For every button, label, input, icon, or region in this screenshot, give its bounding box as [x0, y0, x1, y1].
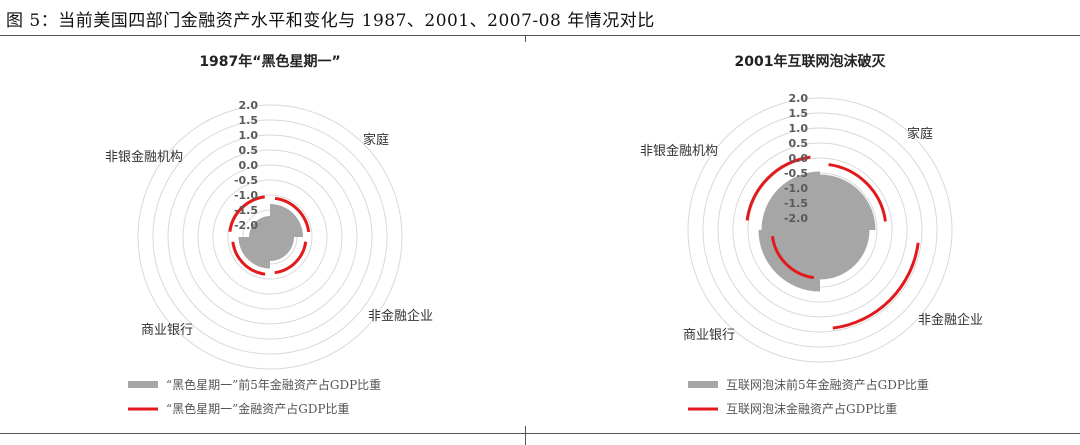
- radial-tick-label: -2.0: [784, 212, 808, 225]
- grid-ring: [212, 179, 328, 295]
- radial-tick-label: 1.0: [239, 129, 259, 142]
- radial-tick-label: 0.0: [239, 159, 259, 172]
- radar-chart-2001: 2001年互联网泡沫破灭 2.0 1.5 1.0 0.5 0.0 -0.5 -1.0 -1.5 -…: [640, 53, 983, 416]
- grid-ring: [182, 149, 358, 325]
- legend-label: “黑色星期一”前5年金融资产占GDP比重: [166, 377, 381, 392]
- radial-tick-label: -1.0: [234, 189, 258, 202]
- grid-ring: [197, 164, 343, 310]
- grid-ring: [167, 134, 373, 340]
- series-line-arc: [745, 155, 811, 221]
- series-area-sector: [270, 204, 303, 237]
- series-area-sector: [758, 230, 820, 292]
- series-line-arc: [274, 241, 308, 275]
- category-label: 非银金融机构: [640, 143, 718, 159]
- radial-tick-label: -0.5: [234, 174, 258, 187]
- radial-tick-label: 1.0: [789, 122, 809, 135]
- legend-label: 互联网泡沫前5年金融资产占GDP比重: [726, 377, 929, 392]
- series-area-sector: [270, 237, 294, 261]
- top-rule: [0, 35, 1080, 36]
- legend-swatch: [128, 381, 158, 388]
- radial-tick-label: -1.0: [784, 182, 808, 195]
- series-line-arc: [274, 196, 311, 233]
- series-area-sector: [238, 237, 270, 269]
- top-rule-tick: [525, 35, 526, 42]
- figure-title: 图 5：当前美国四部门金融资产水平和变化与 1987、2001、2007-08 …: [6, 11, 655, 31]
- grid-ring: [717, 127, 923, 333]
- series-area-sector: [820, 230, 870, 280]
- category-label: 家庭: [907, 126, 933, 142]
- category-label: 商业银行: [683, 328, 735, 343]
- grid-ring: [137, 104, 403, 370]
- radial-tick-label: 1.5: [789, 107, 809, 120]
- series-area-sector: [249, 216, 270, 237]
- chart-title: 2001年互联网泡沫破灭: [735, 53, 887, 70]
- grid-ring: [747, 157, 893, 303]
- series-line-arc: [228, 195, 265, 232]
- grid-ring: [687, 97, 953, 363]
- grid-ring: [702, 112, 938, 348]
- radial-tick-label: 2.0: [239, 99, 259, 112]
- grid-ring: [227, 194, 313, 280]
- radial-tick-label: 0.5: [789, 137, 809, 150]
- bottom-rule-tick: [525, 426, 526, 445]
- category-label: 非金融企业: [918, 312, 983, 328]
- radial-tick-label: -2.0: [234, 219, 258, 232]
- chart-panel-2001: 2001年互联网泡沫破灭 2.0 1.5 1.0 0.5 0.0 -0.5 -1.0 -1.5 -…: [540, 36, 1080, 432]
- category-label: 商业银行: [141, 323, 193, 338]
- series-line-arc: [231, 241, 266, 276]
- series-area-sector: [761, 171, 820, 230]
- series-line-arc: [770, 236, 814, 280]
- category-label: 家庭: [363, 132, 389, 148]
- radial-tick-label: 2.0: [789, 92, 809, 105]
- chart-title: 1987年“黑色星期一”: [199, 53, 340, 70]
- category-label: 非金融企业: [368, 308, 433, 324]
- series-line-arc: [832, 242, 920, 330]
- grid-ring: [152, 119, 388, 355]
- radial-tick-label: -0.5: [784, 167, 808, 180]
- series-line-arc: [828, 163, 887, 222]
- category-label: 非银金融机构: [105, 149, 183, 165]
- legend-label: 互联网泡沫金融资产占GDP比重: [726, 401, 897, 416]
- legend-swatch: [688, 381, 718, 388]
- series-area-sector: [820, 174, 876, 230]
- radial-tick-label: 0.5: [239, 144, 259, 157]
- bottom-rule: [0, 433, 1080, 434]
- grid-ring: [732, 142, 908, 318]
- chart-panel-1987: 1987年“黑色星期一” 2.0 1.5 1.0 0.5 0.0 -0.5 -1.0 -1.5 -…: [0, 36, 540, 432]
- radial-tick-label: 0.0: [789, 152, 809, 165]
- radar-chart-1987: 1987年“黑色星期一” 2.0 1.5 1.0 0.5 0.0 -0.5 -1.0 -1.5 -…: [105, 53, 433, 416]
- radial-tick-label: -1.5: [784, 197, 808, 210]
- radial-tick-label: -1.5: [234, 204, 258, 217]
- legend-label: “黑色星期一”金融资产占GDP比重: [166, 401, 350, 416]
- radial-tick-label: 1.5: [239, 114, 259, 127]
